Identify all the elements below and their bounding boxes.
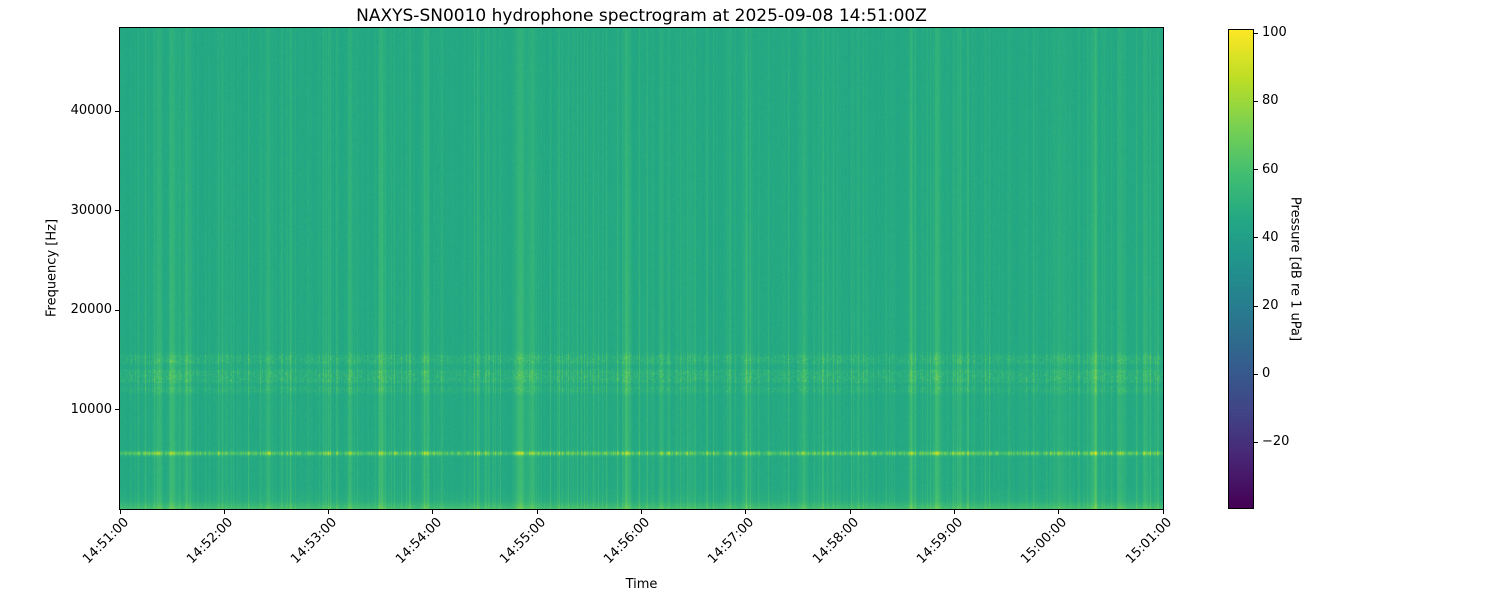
colorbar-tick-mark bbox=[1254, 237, 1258, 239]
chart-title: NAXYS-SN0010 hydrophone spectrogram at 2… bbox=[356, 6, 927, 26]
x-tick-label: 14:58:00 bbox=[809, 515, 862, 567]
colorbar-tick-mark bbox=[1254, 100, 1258, 102]
x-tick-mark bbox=[745, 510, 747, 514]
x-tick-label: 14:56:00 bbox=[601, 515, 654, 567]
x-tick-mark bbox=[223, 510, 225, 514]
x-tick-mark bbox=[849, 510, 851, 514]
y-tick-mark bbox=[115, 110, 119, 112]
colorbar-tick-label: −20 bbox=[1262, 434, 1290, 450]
x-tick-label: 14:55:00 bbox=[496, 515, 549, 567]
colorbar-tick-mark bbox=[1254, 441, 1258, 443]
plot-area bbox=[119, 27, 1164, 510]
y-tick-mark bbox=[115, 309, 119, 311]
colorbar-tick-mark bbox=[1254, 305, 1258, 307]
colorbar-tick-mark bbox=[1254, 32, 1258, 34]
y-tick-label: 20000 bbox=[70, 302, 112, 318]
colorbar-tick-mark bbox=[1254, 169, 1258, 171]
x-tick-label: 14:59:00 bbox=[914, 515, 967, 567]
y-tick-mark bbox=[115, 409, 119, 411]
x-tick-mark bbox=[119, 510, 121, 514]
x-tick-label: 15:00:00 bbox=[1018, 515, 1071, 567]
y-axis-label: Frequency [Hz] bbox=[44, 218, 60, 318]
colorbar-tick-mark bbox=[1254, 373, 1258, 375]
x-tick-label: 14:54:00 bbox=[392, 515, 445, 567]
x-tick-label: 14:57:00 bbox=[705, 515, 758, 567]
x-tick-mark bbox=[1162, 510, 1164, 514]
colorbar-tick-label: 20 bbox=[1262, 298, 1279, 314]
x-tick-mark bbox=[328, 510, 330, 514]
x-tick-mark bbox=[432, 510, 434, 514]
colorbar-tick-label: 60 bbox=[1262, 161, 1279, 177]
spectrogram-canvas bbox=[120, 28, 1163, 509]
x-tick-mark bbox=[641, 510, 642, 514]
colorbar-label: Pressure [dB re 1 uPa] bbox=[1287, 196, 1303, 342]
colorbar-tick-label: 40 bbox=[1262, 229, 1279, 245]
y-tick-mark bbox=[115, 210, 119, 212]
colorbar-tick-label: 80 bbox=[1262, 93, 1279, 109]
x-tick-mark bbox=[1058, 510, 1060, 514]
x-axis-label: Time bbox=[625, 577, 658, 592]
colorbar-tick-label: 0 bbox=[1262, 366, 1271, 382]
x-tick-label: 14:51:00 bbox=[79, 515, 132, 567]
y-tick-label: 30000 bbox=[70, 202, 112, 218]
colorbar-tick-label: 100 bbox=[1262, 25, 1287, 41]
x-tick-label: 14:53:00 bbox=[288, 515, 341, 567]
x-tick-mark bbox=[536, 510, 538, 514]
x-tick-label: 14:52:00 bbox=[184, 515, 236, 567]
x-tick-mark bbox=[953, 510, 955, 514]
x-tick-label: 15:01:00 bbox=[1122, 515, 1175, 567]
y-tick-label: 40000 bbox=[70, 103, 112, 119]
colorbar-gradient bbox=[1229, 30, 1253, 508]
colorbar bbox=[1228, 29, 1254, 509]
y-tick-label: 10000 bbox=[70, 401, 112, 417]
